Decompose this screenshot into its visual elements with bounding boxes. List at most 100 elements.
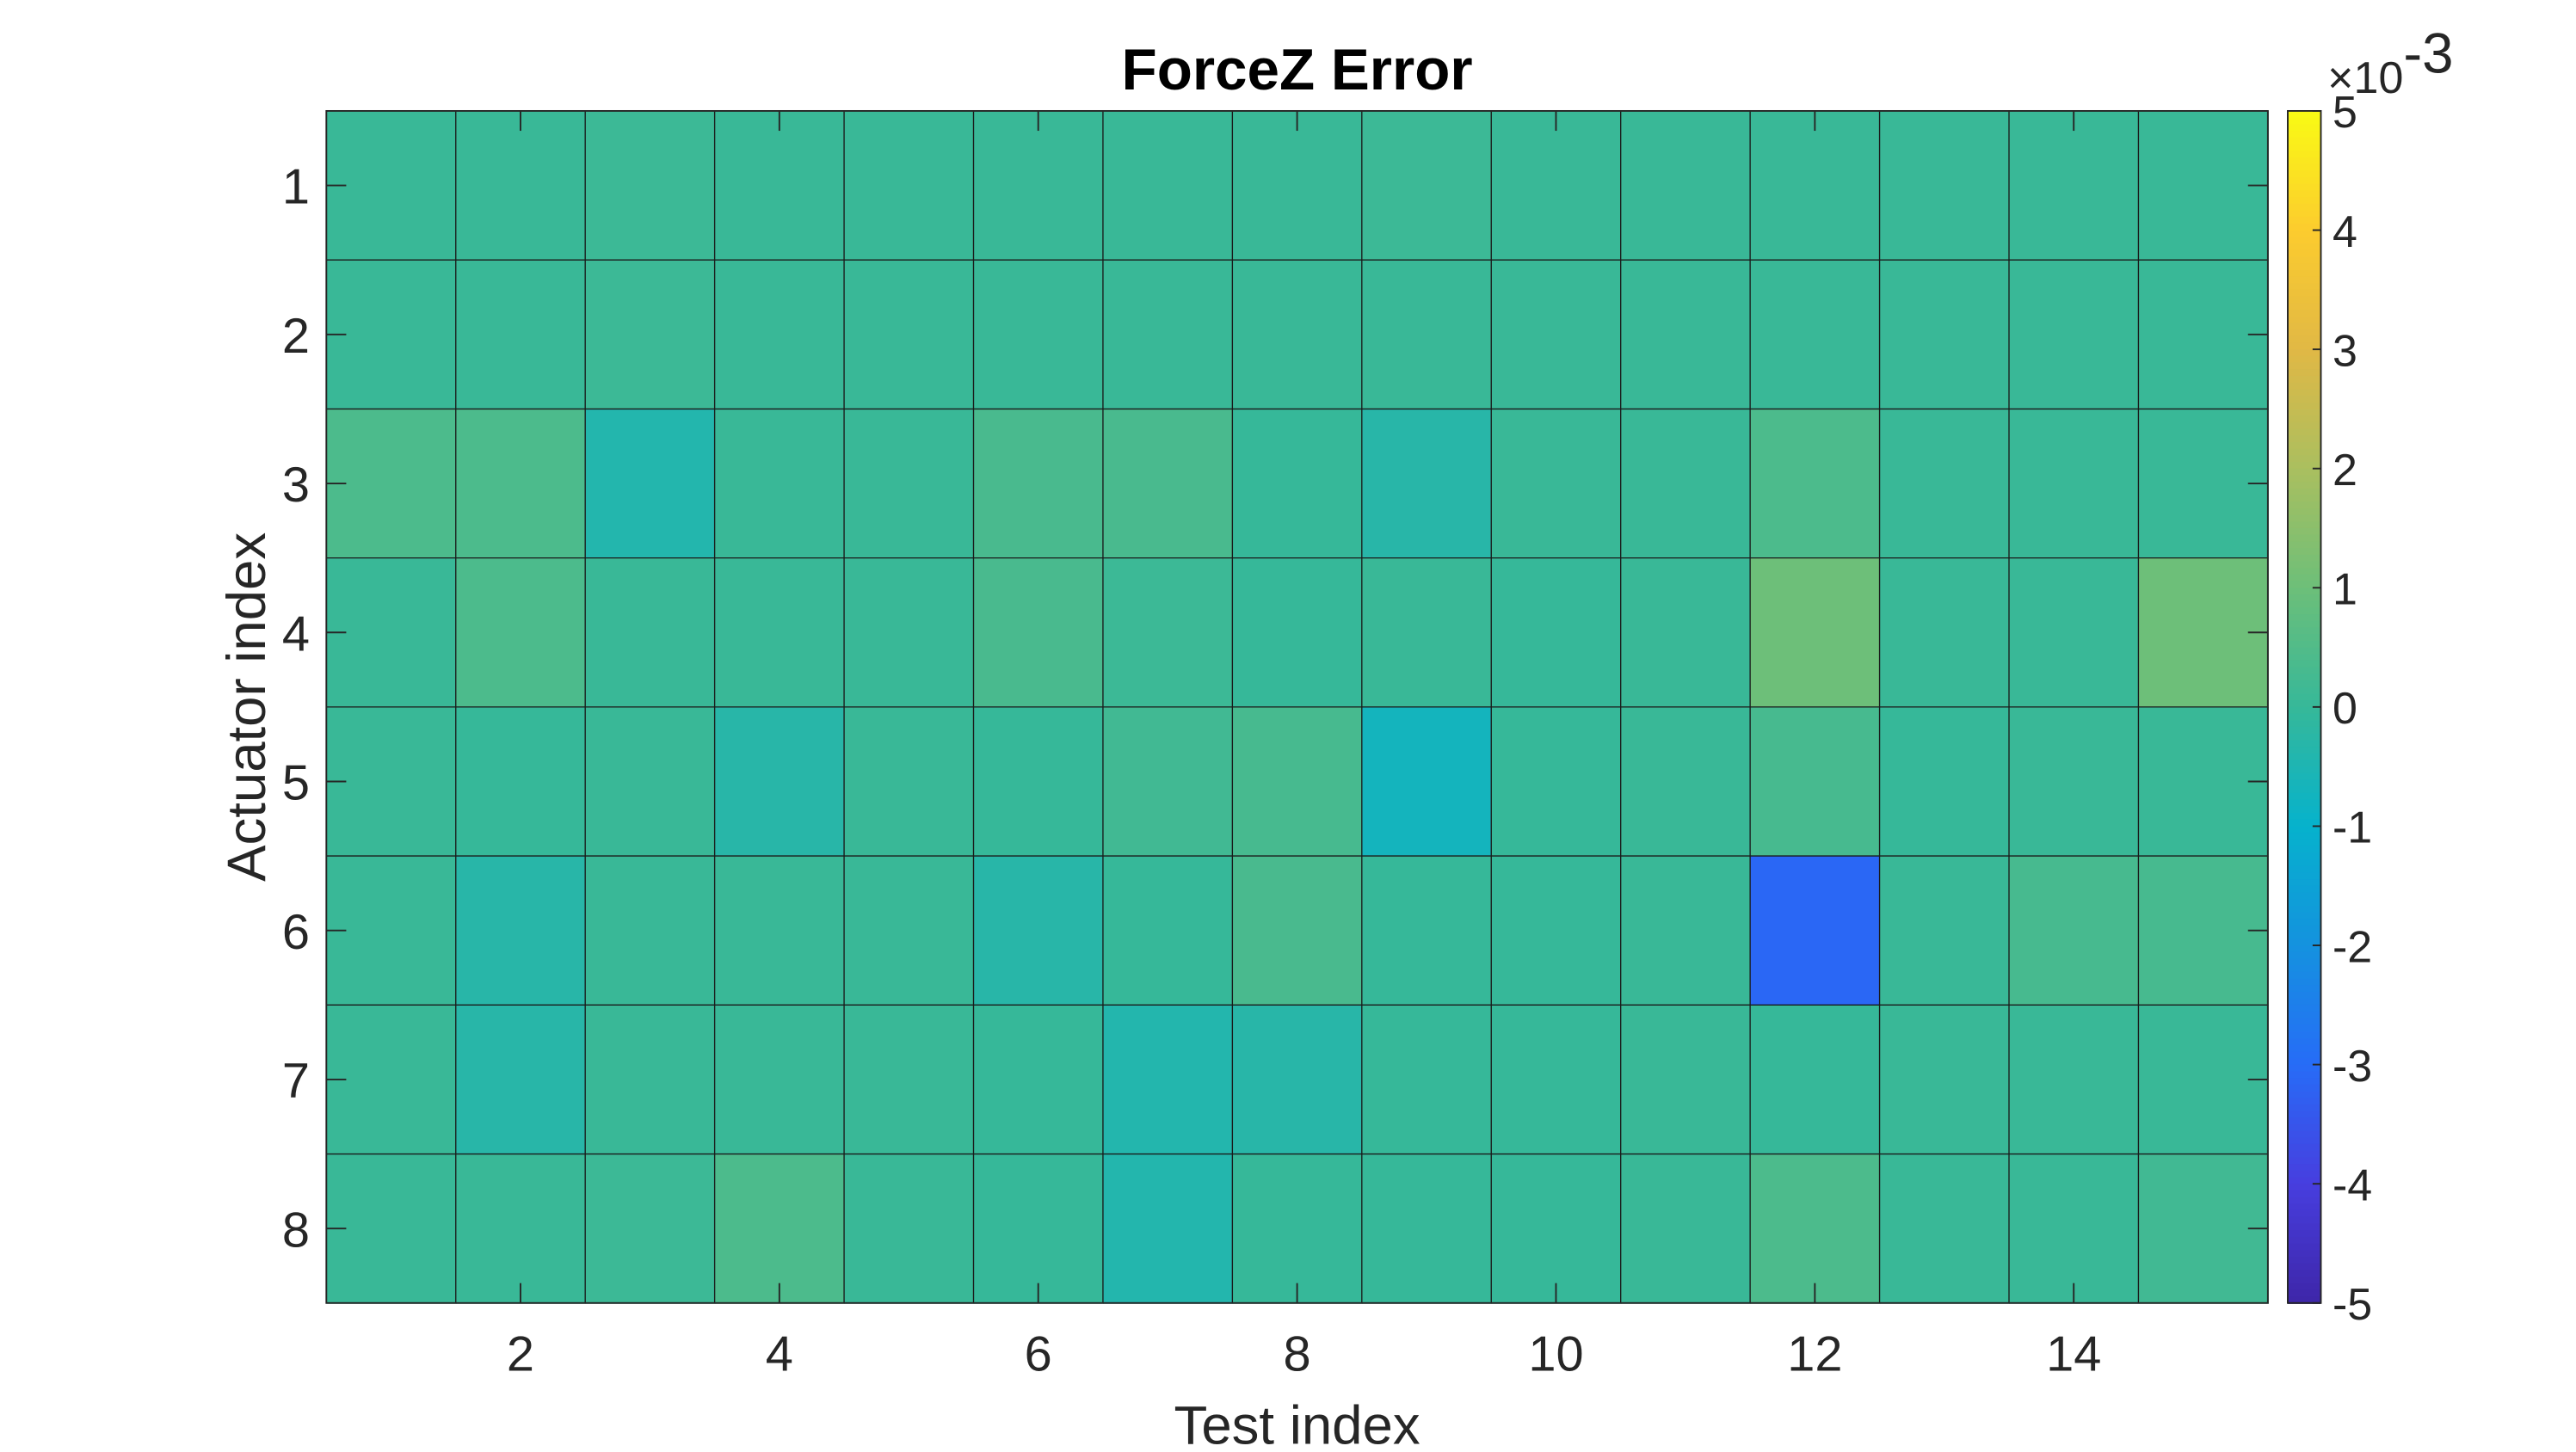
colorbar-segment — [2287, 1057, 2321, 1066]
heatmap-cell — [585, 856, 716, 1006]
heatmap-cell — [2138, 409, 2269, 559]
colorbar-segment — [2287, 488, 2321, 496]
heatmap-cell — [585, 557, 716, 708]
colorbar-segment — [2287, 1078, 2321, 1086]
heatmap-cell — [1620, 706, 1752, 858]
heatmap-cell — [1620, 1154, 1752, 1304]
heatmap-cell — [714, 706, 846, 858]
colorbar-segment — [2287, 1170, 2321, 1178]
heatmap-cell — [714, 409, 846, 559]
colorbar-segment — [2287, 263, 2321, 271]
heatmap-cell — [1361, 557, 1493, 708]
heatmap-cell — [1491, 706, 1622, 858]
colorbar-segment — [2287, 932, 2321, 940]
colorbar: 5 4 3 2 1 0 -1 -2 -3 -4 -5 — [2287, 88, 2372, 1330]
colorbar-segment — [2287, 733, 2321, 741]
x-tick-label: 2 — [507, 1327, 534, 1382]
heatmap-cell — [455, 706, 587, 858]
heatmap-cell — [1750, 110, 1881, 261]
colorbar-segment — [2287, 151, 2321, 159]
heatmap-cell — [973, 110, 1104, 261]
colorbar-segment — [2287, 421, 2321, 430]
heatmap-cell — [1620, 856, 1752, 1006]
colorbar-segment — [2287, 892, 2321, 901]
heatmap-cell — [326, 856, 457, 1006]
heatmap-cell — [326, 1005, 457, 1155]
colorbar-segment — [2287, 680, 2321, 688]
heatmap-cell — [326, 706, 457, 858]
heatmap-cell — [1491, 110, 1622, 261]
heatmap-cell — [585, 1154, 716, 1304]
colorbar-segment — [2287, 329, 2321, 337]
heatmap-cell — [1750, 260, 1881, 410]
heatmap-cell — [844, 557, 975, 708]
colorbar-segment — [2287, 858, 2321, 867]
colorbar-segment — [2287, 813, 2321, 821]
y-tick-label: 3 — [282, 458, 310, 513]
colorbar-segment — [2287, 441, 2321, 450]
colorbar-segment — [2287, 482, 2321, 489]
colorbar-segment — [2287, 554, 2321, 563]
colorbar-segment — [2287, 600, 2321, 609]
heatmap-cell — [2008, 1005, 2140, 1155]
colorbar-segment — [2287, 792, 2321, 801]
heatmap-cell — [714, 856, 846, 1006]
colorbar-segment — [2287, 1037, 2321, 1046]
colorbar-segment — [2287, 971, 2321, 980]
colorbar-segment — [2287, 1276, 2321, 1284]
heatmap-cell — [1232, 260, 1363, 410]
colorbar-segment — [2287, 634, 2321, 643]
heatmap-cell — [1491, 557, 1622, 708]
heatmap-cell — [1102, 409, 1234, 559]
heatmap-cell — [1361, 1005, 1493, 1155]
colorbar-segment — [2287, 455, 2321, 464]
heatmap-cell — [1750, 409, 1881, 559]
heatmap-cell — [455, 856, 587, 1006]
colorbar-segment — [2287, 527, 2321, 536]
colorbar-segment — [2287, 1190, 2321, 1198]
heatmap-cell — [1750, 557, 1881, 708]
heatmap-cell — [1102, 706, 1234, 858]
heatmap-cell — [1102, 260, 1234, 410]
colorbar-segment — [2287, 740, 2321, 748]
chart-title: ForceZ Error — [1122, 38, 1473, 102]
colorbar-segment — [2287, 938, 2321, 947]
colorbar-segment — [2287, 919, 2321, 927]
cell-grid — [326, 110, 2268, 1303]
colorbar-segment — [2287, 958, 2321, 967]
colorbar-segment — [2287, 355, 2321, 364]
colorbar-segment — [2287, 190, 2321, 199]
colorbar-multiplier: ×10-3 — [2327, 22, 2453, 103]
colorbar-segment — [2287, 349, 2321, 357]
colorbar-segment — [2287, 230, 2321, 238]
colorbar-multiplier-base: ×10 — [2327, 53, 2403, 103]
colorbar-segment — [2287, 1203, 2321, 1212]
colorbar-segment — [2287, 686, 2321, 695]
colorbar-segment — [2287, 309, 2321, 317]
colorbar-segment — [2287, 700, 2321, 709]
heatmap-cell — [455, 409, 587, 559]
heatmap-cell — [1361, 1154, 1493, 1304]
heatmap-cell — [714, 110, 846, 261]
colorbar-segment — [2287, 157, 2321, 165]
colorbar-segment — [2287, 1289, 2321, 1298]
heatmap-cell — [973, 856, 1104, 1006]
heatmap-cell — [1491, 856, 1622, 1006]
colorbar-segment — [2287, 468, 2321, 477]
colorbar-segment — [2287, 521, 2321, 530]
y-axis-ticks: 1 2 3 4 5 6 7 8 — [282, 160, 2268, 1258]
colorbar-exponent: -3 — [2403, 22, 2453, 85]
heatmap-cell — [1102, 110, 1234, 261]
colorbar-segment — [2287, 137, 2321, 145]
colorbar-segment — [2287, 217, 2321, 225]
heatmap-cell — [2008, 1154, 2140, 1304]
colorbar-segment — [2287, 1197, 2321, 1205]
colorbar-segment — [2287, 991, 2321, 1000]
heatmap-cell — [326, 110, 457, 261]
colorbar-segment — [2287, 978, 2321, 987]
colorbar-tick-label: 0 — [2333, 684, 2357, 734]
heatmap-cell — [844, 409, 975, 559]
colorbar-segment — [2287, 163, 2321, 172]
colorbar-segment — [2287, 640, 2321, 649]
colorbar-segment — [2287, 806, 2321, 815]
